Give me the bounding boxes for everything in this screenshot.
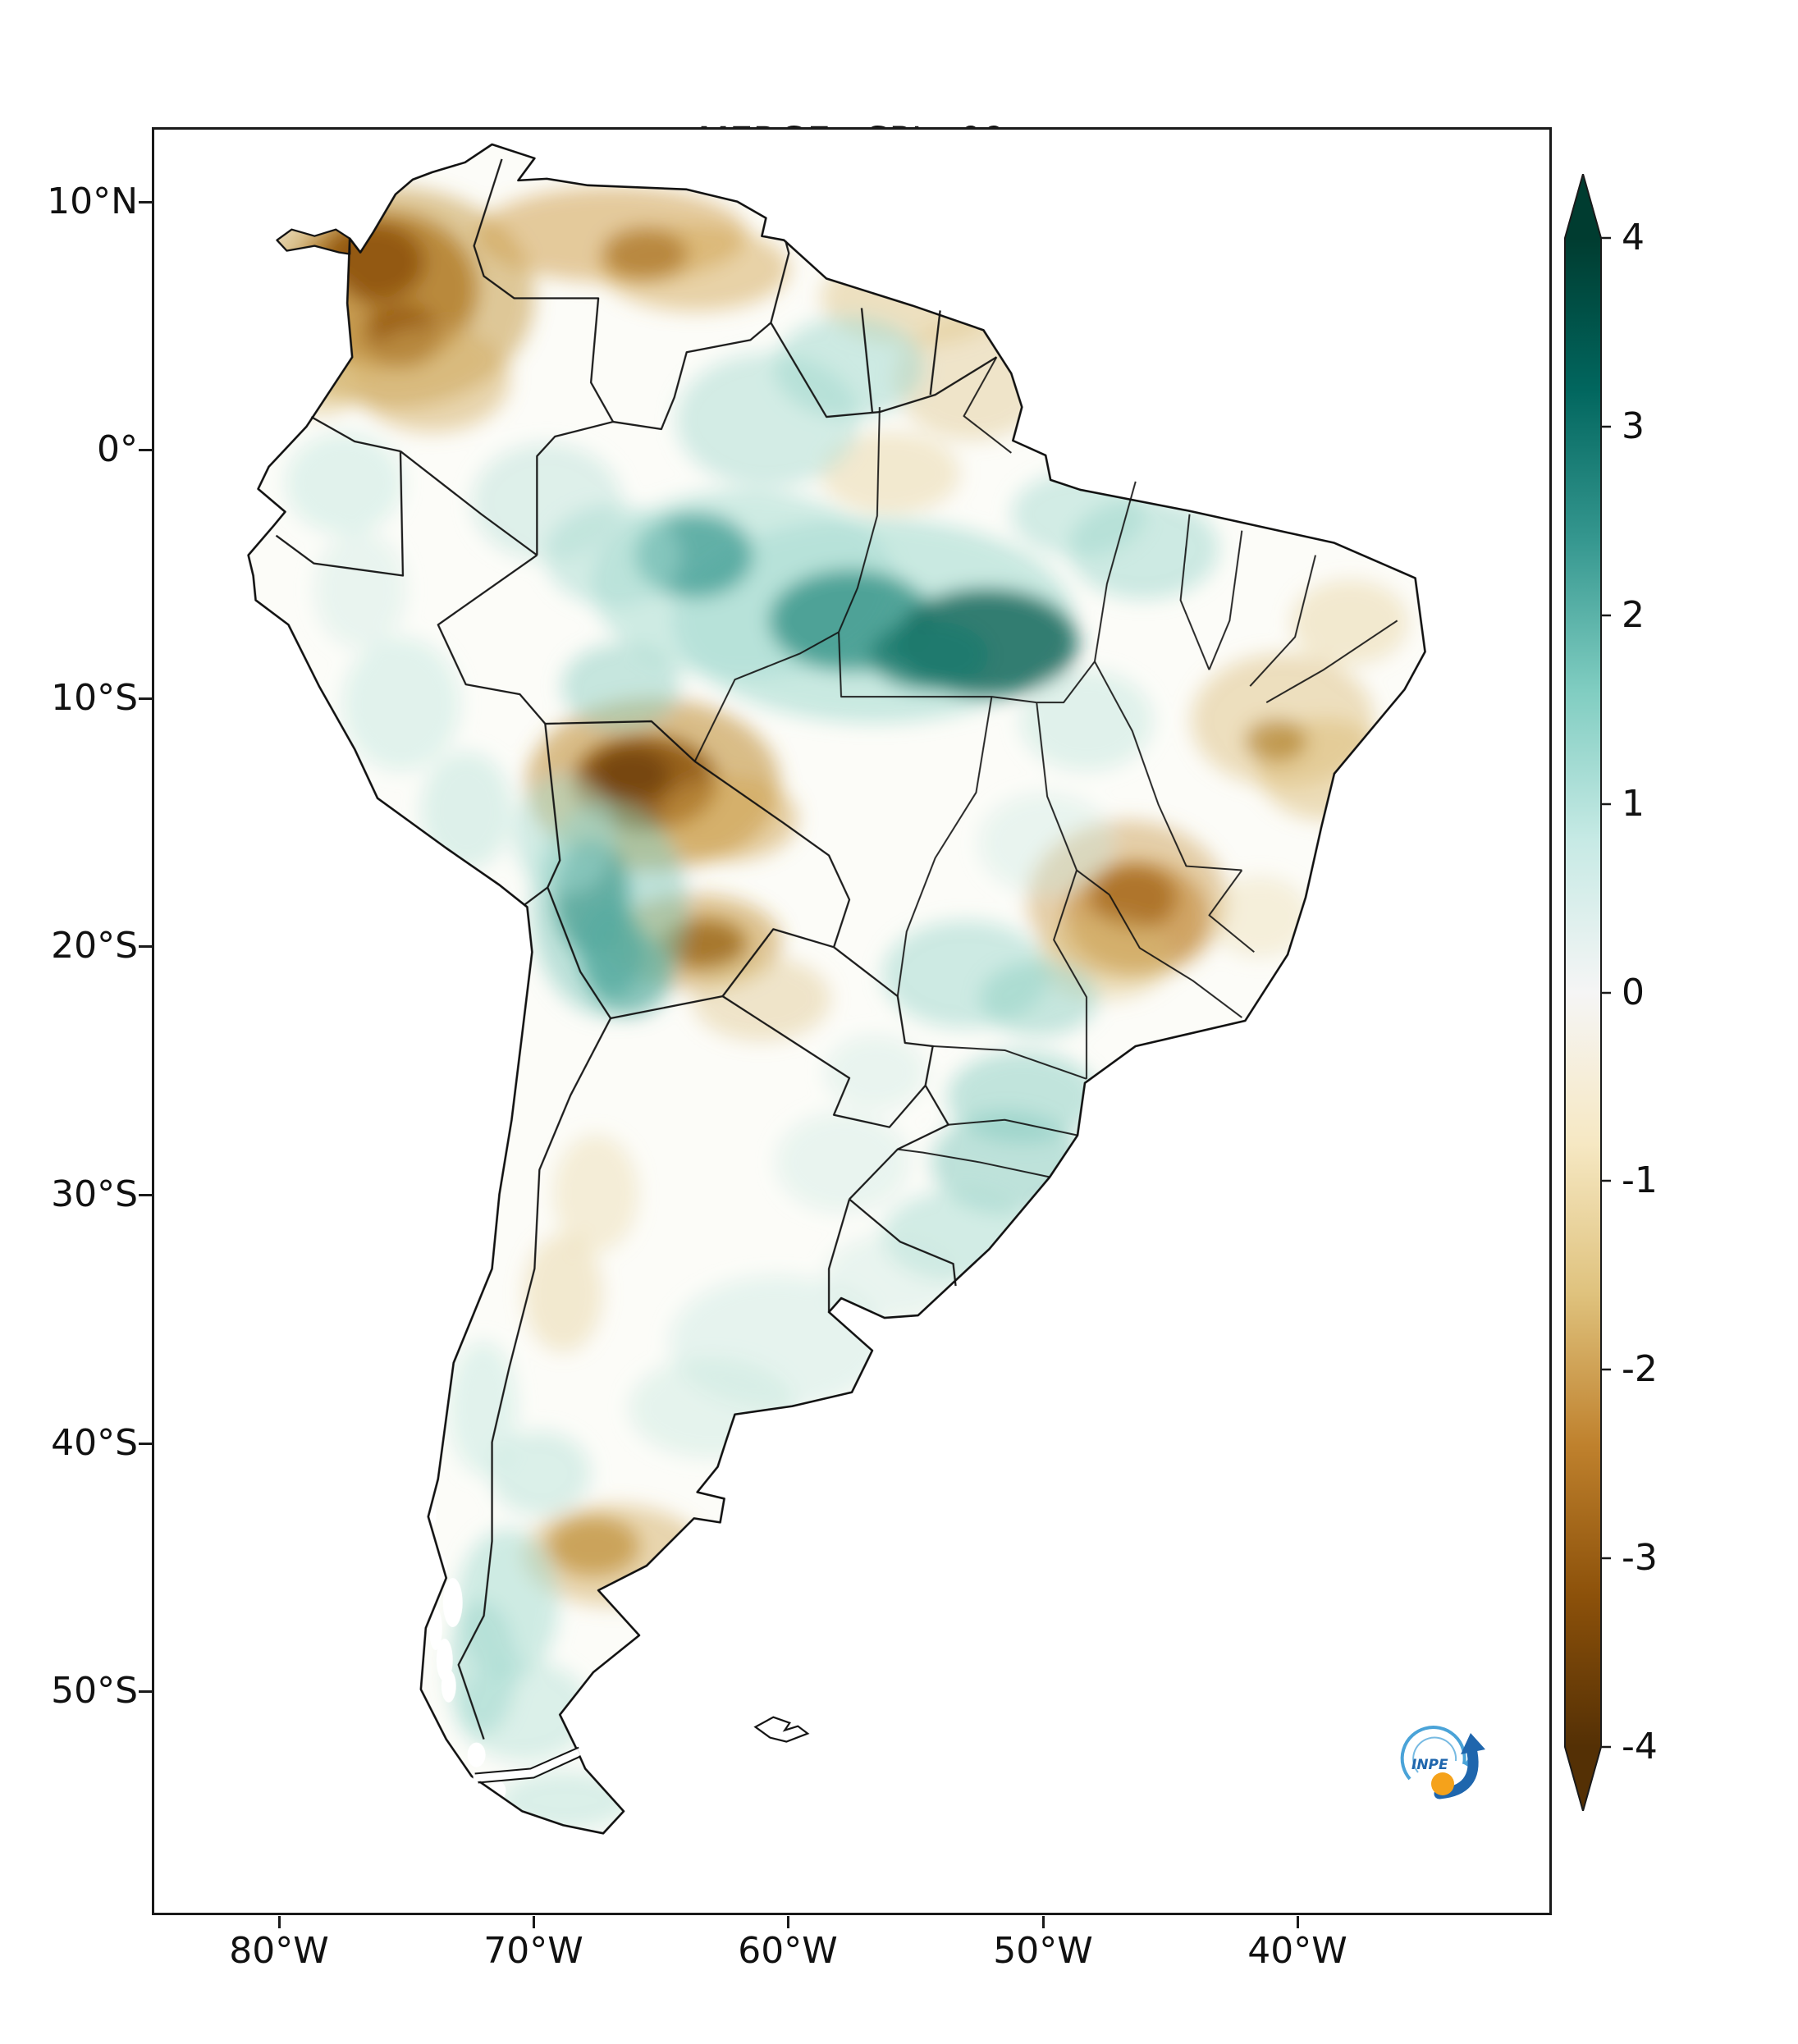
strait-of-magellan xyxy=(473,1746,581,1784)
inpe-logo: INPE xyxy=(1385,1715,1500,1805)
y-tick-mark xyxy=(139,1690,152,1693)
map-plot-area xyxy=(152,127,1552,1915)
x-tick-mark xyxy=(533,1916,535,1928)
y-tick-label: 10°S xyxy=(51,677,138,719)
y-tick-label: 10°N xyxy=(47,181,138,222)
y-tick-mark xyxy=(139,1194,152,1196)
y-tick-label: 40°S xyxy=(51,1422,138,1464)
x-tick-mark xyxy=(1042,1916,1045,1928)
x-tick-label: 50°W xyxy=(993,1930,1093,1972)
x-tick-label: 60°W xyxy=(738,1930,838,1972)
y-tick-label: 20°S xyxy=(51,925,138,967)
x-tick-mark xyxy=(787,1916,789,1928)
colorbar-tick-label: -3 xyxy=(1622,1537,1658,1579)
colorbar-tick-label: 1 xyxy=(1622,783,1645,825)
colorbar-tick-label: -4 xyxy=(1622,1726,1658,1767)
fjord-specks xyxy=(424,1500,506,1801)
coastline xyxy=(247,143,1426,1835)
x-tick-label: 40°W xyxy=(1247,1930,1347,1972)
y-tick-label: 50°S xyxy=(51,1670,138,1712)
colorbar-tick-label: -1 xyxy=(1622,1159,1658,1201)
colorbar-tick-label: 4 xyxy=(1622,217,1645,258)
colorbar-tick-label: 2 xyxy=(1622,594,1645,636)
state-borders xyxy=(693,356,1398,1178)
inpe-logo-text: INPE xyxy=(1411,1757,1448,1773)
y-tick-mark xyxy=(139,1443,152,1445)
inpe-orange-dot xyxy=(1431,1772,1454,1795)
y-tick-label: 30°S xyxy=(51,1173,138,1215)
y-tick-mark xyxy=(139,449,152,451)
country-borders xyxy=(275,158,997,1740)
y-tick-mark xyxy=(139,697,152,700)
x-tick-mark xyxy=(278,1916,281,1928)
colorbar-tick-marks xyxy=(1601,236,1611,1749)
x-tick-mark xyxy=(1297,1916,1299,1928)
x-tick-label: 70°W xyxy=(483,1930,583,1972)
colorbar-gradient xyxy=(1564,171,1611,1814)
y-tick-label: 0° xyxy=(97,428,138,470)
y-tick-mark xyxy=(139,201,152,203)
colorbar xyxy=(1564,171,1615,1814)
x-tick-label: 80°W xyxy=(229,1930,329,1972)
colorbar-tick-label: -2 xyxy=(1622,1348,1658,1390)
colorbar-tick-label: 3 xyxy=(1622,405,1645,447)
y-tick-mark xyxy=(139,945,152,948)
falkland-islands xyxy=(753,1716,810,1743)
colorbar-tick-label: 0 xyxy=(1622,972,1645,1013)
south-america-map xyxy=(247,143,1426,1835)
